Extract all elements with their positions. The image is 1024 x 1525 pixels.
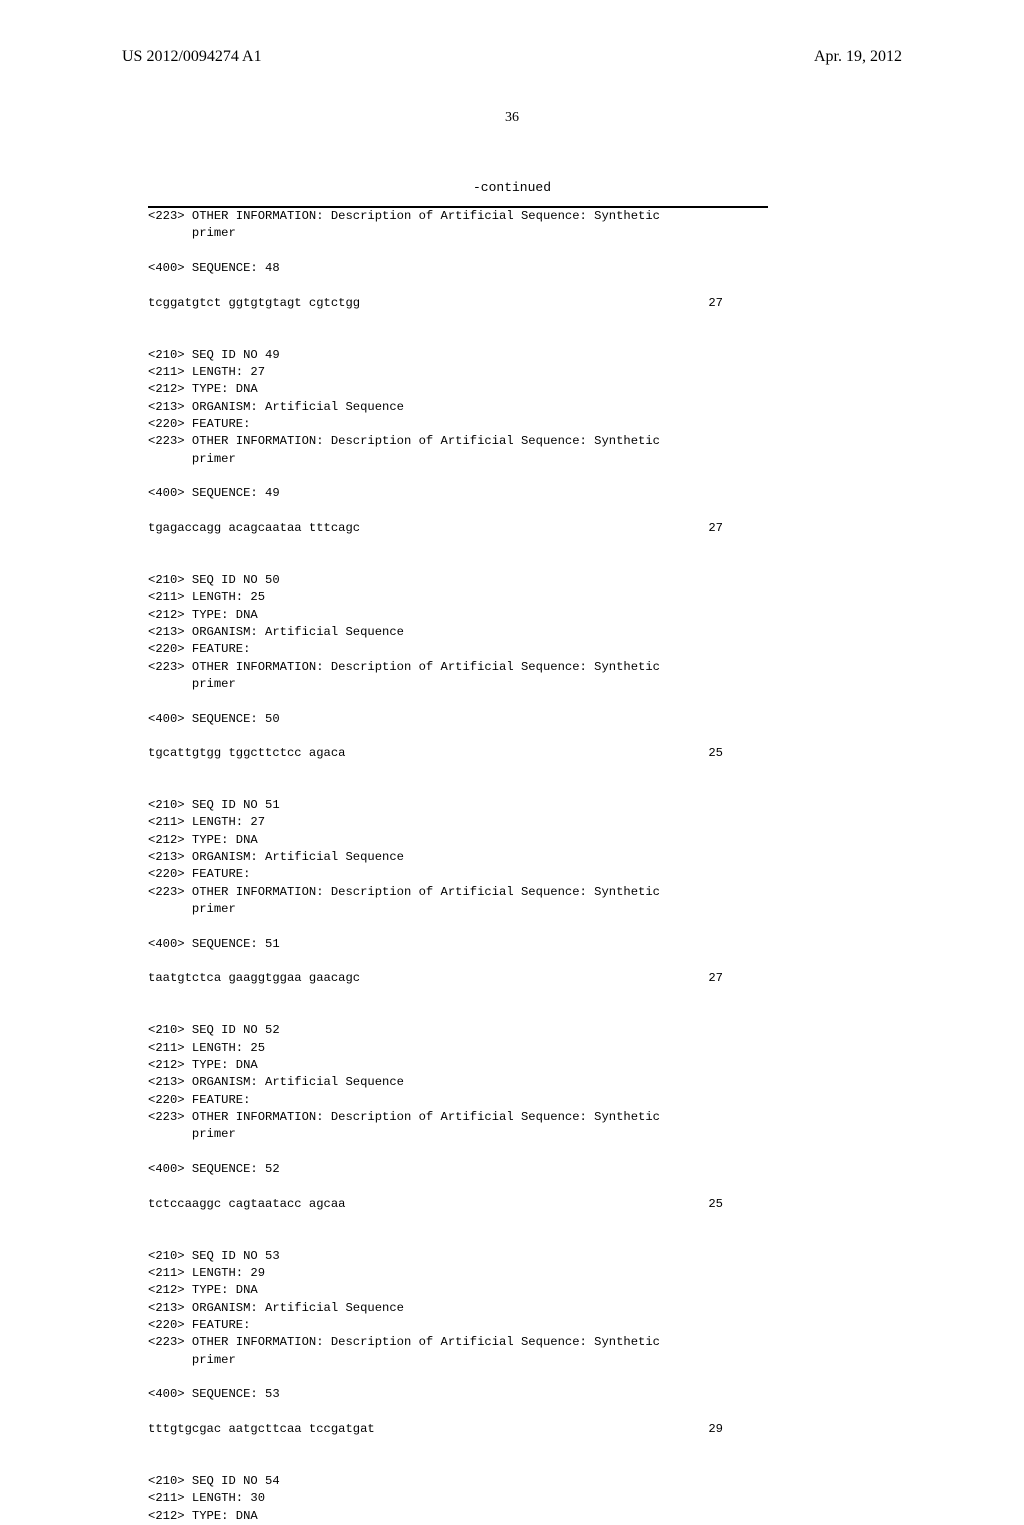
blank-line xyxy=(148,277,788,294)
seq-length: 25 xyxy=(708,745,723,762)
blank-line xyxy=(148,1404,788,1421)
seq-label: <400> SEQUENCE: 53 xyxy=(148,1386,788,1403)
seq-label: <400> SEQUENCE: 50 xyxy=(148,711,788,728)
seq-meta-line: primer xyxy=(148,901,788,918)
blank-line xyxy=(148,693,788,710)
header-date: Apr. 19, 2012 xyxy=(814,48,902,66)
blank-line xyxy=(148,329,788,346)
seq-meta-line: <223> OTHER INFORMATION: Description of … xyxy=(148,1109,788,1126)
blank-line xyxy=(148,780,788,797)
seq-length: 27 xyxy=(708,295,723,312)
seq-meta-line: <210> SEQ ID NO 49 xyxy=(148,347,788,364)
blank-line xyxy=(148,1369,788,1386)
blank-line xyxy=(148,1178,788,1195)
seq-meta-line: <220> FEATURE: xyxy=(148,1092,788,1109)
seq-meta-line: primer xyxy=(148,676,788,693)
seq-label: <400> SEQUENCE: 48 xyxy=(148,260,788,277)
sequence-listing: <223> OTHER INFORMATION: Description of … xyxy=(148,208,788,1525)
seq-meta-line: <213> ORGANISM: Artificial Sequence xyxy=(148,1074,788,1091)
seq-line: tctccaaggc cagtaatacc agcaa 25 xyxy=(148,1196,723,1213)
seq-length: 25 xyxy=(708,1196,723,1213)
seq-text: taatgtctca gaaggtggaa gaacagc xyxy=(148,970,360,987)
seq-length: 27 xyxy=(708,970,723,987)
seq-meta-line: <212> TYPE: DNA xyxy=(148,832,788,849)
seq-meta-line: <220> FEATURE: xyxy=(148,866,788,883)
seq-label: <400> SEQUENCE: 49 xyxy=(148,485,788,502)
seq-meta-line: <211> LENGTH: 27 xyxy=(148,814,788,831)
seq-meta-line: <223> OTHER INFORMATION: Description of … xyxy=(148,1334,788,1351)
seq-meta-line: primer xyxy=(148,451,788,468)
blank-line xyxy=(148,243,788,260)
blank-line xyxy=(148,763,788,780)
seq-text: tgagaccagg acagcaataa tttcagc xyxy=(148,520,360,537)
seq-meta-line: <220> FEATURE: xyxy=(148,416,788,433)
blank-line xyxy=(148,1144,788,1161)
seq-meta-line: <213> ORGANISM: Artificial Sequence xyxy=(148,849,788,866)
seq-meta-line: <210> SEQ ID NO 50 xyxy=(148,572,788,589)
seq-line: tttgtgcgac aatgcttcaa tccgatgat 29 xyxy=(148,1421,723,1438)
seq-label: <400> SEQUENCE: 51 xyxy=(148,936,788,953)
seq-meta-line: <213> ORGANISM: Artificial Sequence xyxy=(148,1300,788,1317)
blank-line xyxy=(148,728,788,745)
seq-meta-line: <212> TYPE: DNA xyxy=(148,381,788,398)
seq-meta-line: <223> OTHER INFORMATION: Description of … xyxy=(148,208,788,225)
seq-meta-line: <211> LENGTH: 30 xyxy=(148,1490,788,1507)
blank-line xyxy=(148,1456,788,1473)
seq-line: tcggatgtct ggtgtgtagt cgtctgg 27 xyxy=(148,295,723,312)
page-number: 36 xyxy=(0,110,1024,126)
blank-line xyxy=(148,1438,788,1455)
seq-meta-line: <211> LENGTH: 25 xyxy=(148,589,788,606)
seq-meta-line: <220> FEATURE: xyxy=(148,641,788,658)
blank-line xyxy=(148,503,788,520)
header-pub-number: US 2012/0094274 A1 xyxy=(122,48,262,66)
seq-meta-line: <223> OTHER INFORMATION: Description of … xyxy=(148,884,788,901)
blank-line xyxy=(148,1230,788,1247)
seq-text: tctccaaggc cagtaatacc agcaa xyxy=(148,1196,345,1213)
seq-text: tttgtgcgac aatgcttcaa tccgatgat xyxy=(148,1421,375,1438)
seq-meta-line: <213> ORGANISM: Artificial Sequence xyxy=(148,399,788,416)
seq-meta-line: <223> OTHER INFORMATION: Description of … xyxy=(148,433,788,450)
seq-meta-line: <210> SEQ ID NO 53 xyxy=(148,1248,788,1265)
seq-line: tgcattgtgg tggcttctcc agaca 25 xyxy=(148,745,723,762)
seq-meta-line: <212> TYPE: DNA xyxy=(148,1508,788,1525)
seq-meta-line: <211> LENGTH: 29 xyxy=(148,1265,788,1282)
seq-meta-line: <212> TYPE: DNA xyxy=(148,607,788,624)
seq-meta-line: primer xyxy=(148,1352,788,1369)
blank-line xyxy=(148,312,788,329)
seq-meta-line: <212> TYPE: DNA xyxy=(148,1057,788,1074)
blank-line xyxy=(148,953,788,970)
seq-meta-line: <210> SEQ ID NO 54 xyxy=(148,1473,788,1490)
blank-line xyxy=(148,918,788,935)
blank-line xyxy=(148,468,788,485)
seq-length: 29 xyxy=(708,1421,723,1438)
seq-label: <400> SEQUENCE: 52 xyxy=(148,1161,788,1178)
seq-text: tcggatgtct ggtgtgtagt cgtctgg xyxy=(148,295,360,312)
blank-line xyxy=(148,537,788,554)
seq-meta-line: <213> ORGANISM: Artificial Sequence xyxy=(148,624,788,641)
seq-line: tgagaccagg acagcaataa tttcagc 27 xyxy=(148,520,723,537)
seq-text: tgcattgtgg tggcttctcc agaca xyxy=(148,745,345,762)
seq-meta-line: <210> SEQ ID NO 51 xyxy=(148,797,788,814)
seq-meta-line: primer xyxy=(148,1126,788,1143)
seq-length: 27 xyxy=(708,520,723,537)
seq-line: taatgtctca gaaggtggaa gaacagc 27 xyxy=(148,970,723,987)
blank-line xyxy=(148,988,788,1005)
blank-line xyxy=(148,555,788,572)
blank-line xyxy=(148,1005,788,1022)
seq-meta-line: <212> TYPE: DNA xyxy=(148,1282,788,1299)
blank-line xyxy=(148,1213,788,1230)
seq-meta-line: <211> LENGTH: 27 xyxy=(148,364,788,381)
seq-meta-line: <211> LENGTH: 25 xyxy=(148,1040,788,1057)
seq-meta-line: <223> OTHER INFORMATION: Description of … xyxy=(148,659,788,676)
seq-meta-line: primer xyxy=(148,225,788,242)
seq-meta-line: <210> SEQ ID NO 52 xyxy=(148,1022,788,1039)
continued-label: -continued xyxy=(0,180,1024,195)
